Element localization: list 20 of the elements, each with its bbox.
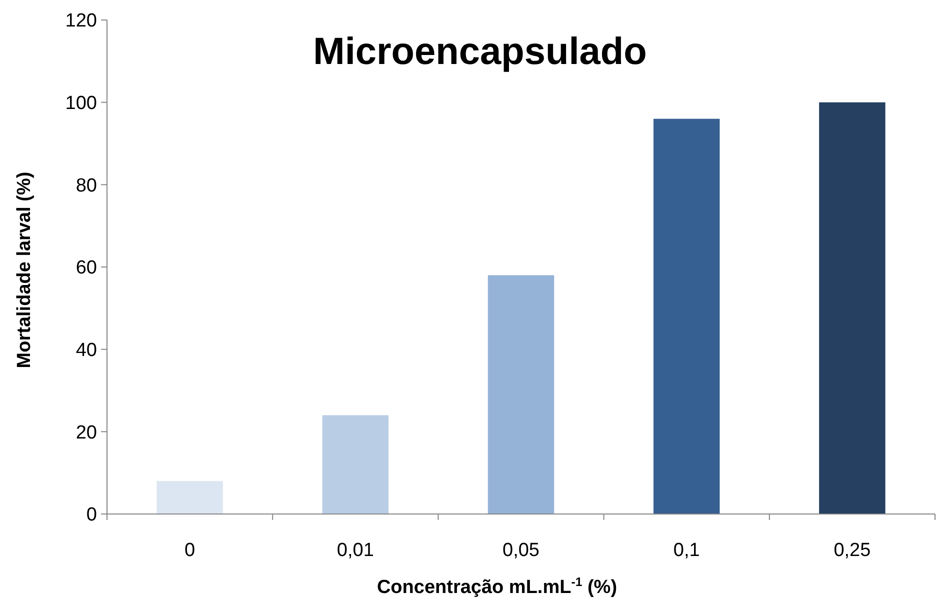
y-tick-label: 60 — [76, 258, 97, 279]
x-tick-label: 0,05 — [502, 540, 540, 561]
x-tick-label: 0,1 — [673, 540, 700, 561]
y-tick-label: 40 — [76, 340, 97, 361]
bar — [322, 415, 389, 514]
bar — [819, 102, 886, 514]
x-tick-label: 0,25 — [834, 540, 871, 561]
y-tick-label: 100 — [65, 92, 97, 114]
x-tick-label: 0,01 — [336, 540, 374, 561]
bar — [156, 481, 223, 514]
chart-title: Microencapsulado — [313, 31, 647, 73]
bar — [653, 118, 720, 514]
y-tick-label: 120 — [65, 10, 97, 32]
y-tick-label: 80 — [76, 175, 97, 196]
y-tick-label: 0 — [86, 504, 97, 526]
x-tick-label: 0 — [184, 540, 196, 561]
bar — [488, 275, 554, 514]
y-axis-title: Mortalidade larval (%) — [14, 172, 35, 368]
y-tick-label: 20 — [76, 422, 97, 444]
x-axis-title: Concentração mL.mL$^{-1}$ (%) — [376, 575, 618, 598]
